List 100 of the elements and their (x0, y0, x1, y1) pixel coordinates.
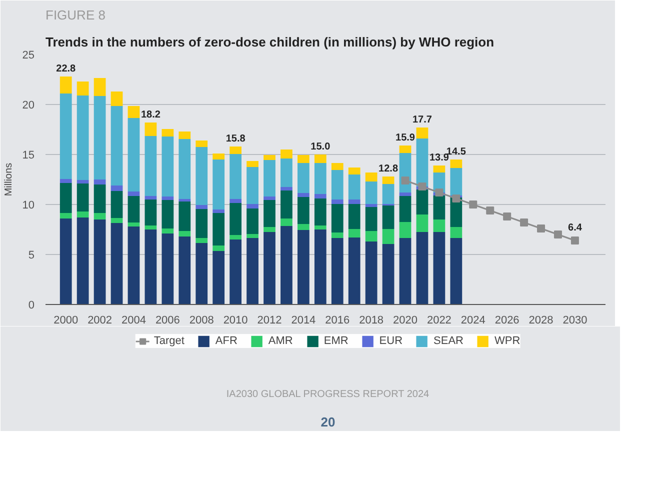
bar (416, 232, 428, 304)
bar (416, 138, 428, 186)
bar (178, 132, 191, 139)
bar (196, 205, 208, 209)
bar (110, 218, 123, 223)
bar (76, 184, 89, 212)
bar (264, 160, 276, 196)
bar (162, 136, 174, 196)
bar (264, 155, 276, 160)
point (570, 236, 579, 244)
bar (416, 190, 428, 214)
bar (60, 213, 72, 218)
text: 20 (320, 414, 336, 430)
bar (60, 94, 72, 179)
x-tick-label: 2026 (494, 314, 520, 326)
bar (178, 231, 191, 236)
bar (298, 230, 310, 304)
bar (382, 184, 394, 204)
bar (382, 229, 394, 244)
y-tick-label: 10 (22, 200, 35, 212)
total-label: 15.9 (396, 132, 416, 144)
bar (212, 160, 225, 210)
bar (331, 238, 344, 304)
bar (196, 147, 208, 205)
bar (331, 163, 344, 170)
legend-label: AFR (215, 335, 238, 347)
total-label: 17.7 (412, 114, 432, 126)
bar (60, 179, 72, 183)
bar (144, 230, 157, 304)
bar (450, 238, 462, 304)
x-tick-label: 2028 (528, 314, 554, 326)
bar (60, 76, 72, 94)
bar (230, 146, 242, 154)
bar (450, 160, 462, 168)
legend-label: SEAR (434, 335, 464, 347)
bar (76, 96, 89, 180)
x-tick-label: 2008 (189, 314, 214, 326)
bar (128, 226, 140, 304)
bar (382, 206, 394, 229)
bar (76, 218, 89, 304)
point (435, 188, 444, 196)
x-tick-label: 2004 (122, 314, 146, 326)
bar (264, 232, 276, 304)
total-label: 22.8 (56, 64, 76, 74)
bar (246, 234, 258, 238)
bar (365, 242, 378, 304)
bar (76, 82, 89, 96)
bar (110, 223, 123, 304)
bar (196, 209, 208, 238)
bar (314, 154, 326, 163)
bar (110, 106, 123, 186)
bar (348, 168, 360, 174)
bar (178, 202, 191, 231)
legend-label: EMR (324, 335, 348, 347)
y-axis-title: Millions (3, 162, 14, 196)
bar (178, 236, 191, 304)
bar (450, 227, 462, 238)
bar (433, 196, 446, 220)
y-tick-label: 5 (28, 250, 35, 262)
bar (331, 204, 344, 232)
bar (212, 213, 225, 246)
bar (246, 167, 258, 204)
bar (280, 190, 292, 218)
total-label: 15.8 (226, 134, 246, 144)
point (503, 212, 512, 220)
bar (110, 186, 123, 191)
bar (365, 204, 378, 207)
bar (331, 232, 344, 238)
point (520, 218, 528, 226)
x-tick-label: 2030 (562, 314, 588, 326)
bar (348, 174, 360, 200)
bar (76, 212, 89, 218)
bar (298, 193, 310, 197)
bar (128, 118, 140, 192)
bar (230, 203, 242, 235)
bar (280, 226, 292, 304)
bar (314, 230, 326, 304)
point (486, 206, 494, 214)
point (401, 176, 410, 184)
bar (314, 226, 326, 230)
bar (162, 228, 174, 234)
bar (314, 163, 326, 194)
total-label: 15.0 (310, 142, 331, 152)
point (452, 194, 460, 202)
y-tick-label: 20 (22, 100, 35, 112)
bar (382, 176, 394, 184)
bar (331, 200, 344, 204)
x-tick-label: 2016 (325, 314, 350, 326)
bar (94, 96, 106, 180)
x-tick-label: 2018 (359, 314, 384, 326)
text: IA2030 GLOBAL PROGRESS REPORT 2024 (226, 389, 430, 400)
bar (382, 244, 394, 304)
bar (348, 200, 360, 204)
bar (246, 238, 258, 304)
bar (110, 191, 123, 218)
bar (280, 187, 292, 190)
x-tick-label: 2006 (155, 314, 180, 326)
bar (230, 154, 242, 199)
bar (314, 194, 326, 198)
bar (399, 192, 412, 196)
